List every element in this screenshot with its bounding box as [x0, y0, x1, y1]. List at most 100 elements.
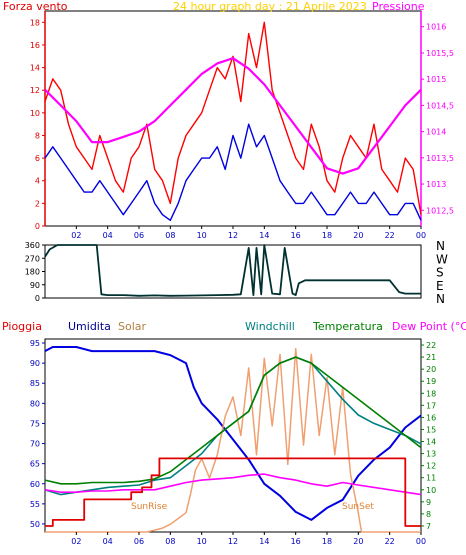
y-left-tick-label: 6 — [35, 154, 40, 163]
x-tick-label: 20 — [353, 537, 363, 546]
y-left-tick-label: 80 — [30, 399, 40, 408]
y-right-tick-label: 9 — [426, 498, 431, 507]
y-left-tick-label: 10 — [30, 109, 40, 118]
pressure-axis-label: Pressione — [372, 0, 425, 13]
x-tick-label: 08 — [165, 537, 175, 546]
wind-axis-label: Forza vento — [3, 0, 68, 13]
y-right-tick-label: 1016 — [426, 23, 446, 32]
x-tick-label: 22 — [385, 231, 395, 240]
y-tick-label: 180 — [25, 268, 40, 277]
y-left-tick-label: 55 — [30, 500, 40, 509]
y-left-tick-label: 75 — [30, 419, 40, 428]
x-tick-label: 10 — [197, 231, 207, 240]
direction-line — [44, 244, 421, 297]
y-left-tick-label: 16 — [30, 41, 40, 50]
windchill-label: Windchill — [245, 320, 295, 333]
x-tick-label: 16 — [291, 231, 301, 240]
y-left-tick-label: 8 — [35, 131, 40, 140]
x-tick-label: 08 — [165, 231, 175, 240]
y-right-tick-label: 1015 — [426, 75, 446, 84]
y-tick-label: 270 — [25, 254, 40, 263]
sunset-annotation: SunSet — [342, 502, 374, 512]
y-right-tick-label: 21 — [426, 353, 436, 362]
x-tick-label: 18 — [322, 231, 332, 240]
wind-pressure-chart: Forza vento 24 hour graph day : 21 April… — [3, 0, 454, 240]
direction-letter: N — [436, 292, 445, 306]
y-right-tick-label: 16 — [426, 413, 436, 422]
y-right-tick-label: 12 — [426, 462, 436, 471]
x-tick-label: 22 — [385, 537, 395, 546]
humidity-label: Umidita — [68, 320, 111, 333]
solar-label: Solar — [118, 320, 147, 333]
temperature-line — [44, 356, 422, 485]
x-tick-label: 16 — [291, 537, 301, 546]
y-tick-label: 360 — [25, 241, 40, 250]
humidity-line — [44, 346, 422, 521]
y-tick-label: 90 — [30, 281, 40, 290]
temperature-label: Temperatura — [312, 320, 383, 333]
y-right-tick-label: 15 — [426, 425, 436, 434]
y-tick-label: 0 — [35, 294, 40, 303]
y-right-tick-label: 22 — [426, 341, 436, 350]
solar-line — [45, 347, 421, 533]
y-left-tick-label: 85 — [30, 379, 40, 388]
x-tick-label: 20 — [353, 231, 363, 240]
pressure-line — [44, 57, 422, 175]
y-left-tick-label: 60 — [30, 480, 40, 489]
direction-letter: N — [436, 239, 445, 253]
rain-line — [45, 457, 421, 527]
rain-label: Pioggia — [2, 320, 42, 333]
x-tick-label: 12 — [228, 537, 238, 546]
y-right-tick-label: 20 — [426, 365, 436, 374]
y-right-tick-label: 1013,5 — [426, 154, 454, 163]
x-tick-label: 06 — [134, 537, 144, 546]
x-tick-label: 06 — [134, 231, 144, 240]
y-right-tick-label: 10 — [426, 486, 436, 495]
y-right-tick-label: 1013 — [426, 180, 446, 189]
dewpoint-line — [44, 473, 422, 496]
x-tick-label: 14 — [259, 537, 269, 546]
y-right-tick-label: 17 — [426, 401, 436, 410]
y-right-tick-label: 18 — [426, 389, 436, 398]
y-left-tick-label: 2 — [35, 199, 40, 208]
x-tick-label: 14 — [259, 231, 269, 240]
dewpoint-label: Dew Point (°C) — [392, 320, 466, 333]
y-left-tick-label: 12 — [30, 86, 40, 95]
y-left-tick-label: 4 — [35, 177, 40, 186]
sunrise-annotation: SunRise — [131, 502, 168, 512]
y-left-tick-label: 95 — [30, 339, 40, 348]
y-right-tick-label: 1012,5 — [426, 206, 454, 215]
y-right-tick-label: 1015,5 — [426, 49, 454, 58]
y-left-tick-label: 0 — [35, 222, 40, 231]
y-left-tick-label: 65 — [30, 460, 40, 469]
y-right-tick-label: 14 — [426, 438, 436, 447]
gust-line — [44, 21, 422, 215]
direction-letter: S — [436, 266, 444, 280]
wind-line — [44, 123, 422, 222]
x-tick-label: 00 — [416, 537, 426, 546]
y-right-tick-label: 1014,5 — [426, 101, 454, 110]
y-right-tick-label: 19 — [426, 377, 436, 386]
y-left-tick-label: 18 — [30, 18, 40, 27]
x-tick-label: 12 — [228, 231, 238, 240]
y-right-tick-label: 11 — [426, 474, 436, 483]
y-left-tick-label: 70 — [30, 440, 40, 449]
y-left-tick-label: 50 — [30, 520, 40, 529]
x-tick-label: 00 — [416, 231, 426, 240]
direction-letter: E — [436, 279, 444, 293]
y-right-tick-label: 7 — [426, 522, 431, 531]
x-tick-label: 02 — [71, 537, 81, 546]
y-right-tick-label: 8 — [426, 510, 431, 519]
chart-title: 24 hour graph day : 21 Aprile 2023 — [173, 0, 367, 13]
y-right-tick-label: 1014 — [426, 128, 446, 137]
y-right-tick-label: 13 — [426, 450, 436, 459]
y-left-tick-label: 14 — [30, 64, 40, 73]
x-tick-label: 18 — [322, 537, 332, 546]
direction-letter: W — [436, 252, 448, 266]
y-left-tick-label: 90 — [30, 359, 40, 368]
x-tick-label: 04 — [103, 537, 113, 546]
x-tick-label: 10 — [197, 537, 207, 546]
x-tick-label: 02 — [71, 231, 81, 240]
